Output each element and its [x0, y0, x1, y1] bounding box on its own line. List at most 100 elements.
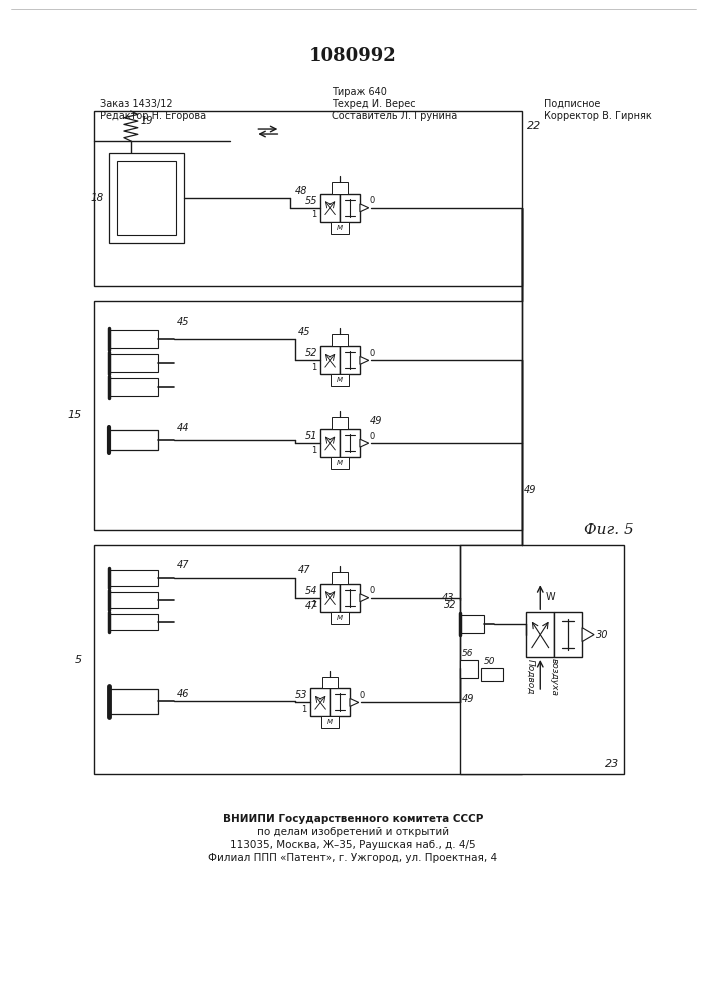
- Text: Подвод: Подвод: [526, 659, 535, 695]
- Text: Корректор В. Гирняк: Корректор В. Гирняк: [544, 111, 651, 121]
- Text: Подписное: Подписное: [544, 99, 600, 109]
- Text: 0: 0: [370, 196, 375, 205]
- Text: 5: 5: [75, 655, 82, 665]
- Text: 18: 18: [90, 193, 104, 203]
- Text: 46: 46: [177, 689, 189, 699]
- Text: 49: 49: [525, 485, 537, 495]
- Bar: [460, 660, 477, 678]
- Text: ВНИИПИ Государственного комитета СССР: ВНИИПИ Государственного комитета СССР: [223, 814, 483, 824]
- Text: 52: 52: [305, 348, 317, 358]
- Bar: [340, 194, 360, 222]
- Bar: [109, 354, 158, 372]
- Polygon shape: [360, 594, 369, 602]
- Text: воздуха: воздуха: [549, 658, 559, 696]
- Bar: [332, 572, 348, 584]
- Bar: [330, 688, 350, 716]
- Bar: [109, 570, 158, 586]
- Text: Техред И. Верес: Техред И. Верес: [332, 99, 416, 109]
- Bar: [332, 182, 348, 194]
- Bar: [117, 161, 176, 235]
- Text: 51: 51: [305, 431, 317, 441]
- Text: по делам изобретений и открытий: по делам изобретений и открытий: [257, 827, 449, 837]
- Bar: [460, 615, 484, 633]
- Text: 1080992: 1080992: [309, 47, 397, 65]
- Text: 47: 47: [177, 560, 189, 570]
- Bar: [331, 374, 349, 386]
- Polygon shape: [350, 698, 358, 706]
- Bar: [320, 346, 340, 374]
- Bar: [331, 222, 349, 234]
- Text: Фиг. 5: Фиг. 5: [584, 523, 634, 537]
- Bar: [340, 429, 360, 457]
- Text: 1: 1: [311, 446, 316, 455]
- Text: Редактор Н. Егорова: Редактор Н. Егорова: [100, 111, 206, 121]
- Text: 47: 47: [298, 565, 310, 575]
- Bar: [331, 612, 349, 624]
- Text: 0: 0: [370, 586, 375, 595]
- Bar: [94, 111, 522, 286]
- Text: 43: 43: [442, 593, 455, 603]
- Bar: [320, 429, 340, 457]
- Text: M: M: [337, 460, 343, 466]
- Text: M: M: [337, 377, 343, 383]
- Text: 55: 55: [305, 196, 317, 206]
- Bar: [109, 689, 158, 714]
- Text: 113035, Москва, Ж–35, Раушская наб., д. 4/5: 113035, Москва, Ж–35, Раушская наб., д. …: [230, 840, 476, 850]
- Text: 45: 45: [298, 327, 310, 337]
- Bar: [109, 378, 158, 396]
- Text: 53: 53: [295, 690, 307, 700]
- Polygon shape: [360, 204, 369, 212]
- Text: 23: 23: [604, 759, 619, 769]
- Bar: [320, 194, 340, 222]
- Text: M: M: [327, 719, 333, 725]
- Text: Заказ 1433/12: Заказ 1433/12: [100, 99, 173, 109]
- Text: M: M: [337, 225, 343, 231]
- Polygon shape: [360, 356, 369, 364]
- Bar: [340, 346, 360, 374]
- Text: 15: 15: [68, 410, 82, 420]
- Text: 48: 48: [296, 186, 308, 196]
- Bar: [109, 430, 158, 450]
- Bar: [321, 716, 339, 728]
- Bar: [94, 301, 522, 530]
- Bar: [109, 592, 158, 608]
- Text: 49: 49: [370, 416, 382, 426]
- Text: 1: 1: [311, 600, 316, 609]
- Bar: [109, 614, 158, 630]
- Text: 54: 54: [305, 586, 317, 596]
- Text: 22: 22: [527, 121, 542, 131]
- Bar: [332, 334, 348, 346]
- Text: 0: 0: [370, 432, 375, 441]
- Text: 44: 44: [177, 423, 189, 433]
- Text: 45: 45: [177, 317, 189, 327]
- Text: 47: 47: [305, 601, 317, 611]
- Bar: [109, 153, 184, 243]
- Text: 1: 1: [311, 210, 316, 219]
- Text: 56: 56: [462, 649, 473, 658]
- Text: W: W: [545, 592, 555, 602]
- Text: 50: 50: [484, 657, 495, 666]
- Text: 30: 30: [596, 630, 609, 640]
- Bar: [331, 457, 349, 469]
- Text: 0: 0: [360, 691, 366, 700]
- Text: 1: 1: [311, 363, 316, 372]
- Text: Тираж 640: Тираж 640: [332, 87, 387, 97]
- Bar: [310, 688, 330, 716]
- Bar: [94, 545, 522, 774]
- Bar: [322, 677, 338, 688]
- Polygon shape: [582, 628, 594, 642]
- Text: 0: 0: [370, 349, 375, 358]
- Bar: [526, 612, 554, 657]
- Bar: [320, 584, 340, 612]
- Text: 32: 32: [444, 600, 457, 610]
- Bar: [554, 612, 582, 657]
- Bar: [481, 668, 503, 681]
- Bar: [460, 545, 624, 774]
- Text: 19: 19: [141, 116, 153, 126]
- Text: Филиал ППП «Патент», г. Ужгород, ул. Проектная, 4: Филиал ППП «Патент», г. Ужгород, ул. Про…: [209, 853, 498, 863]
- Polygon shape: [360, 439, 369, 447]
- Bar: [109, 330, 158, 348]
- Text: 1: 1: [301, 705, 306, 714]
- Text: 49: 49: [462, 694, 474, 704]
- Bar: [340, 584, 360, 612]
